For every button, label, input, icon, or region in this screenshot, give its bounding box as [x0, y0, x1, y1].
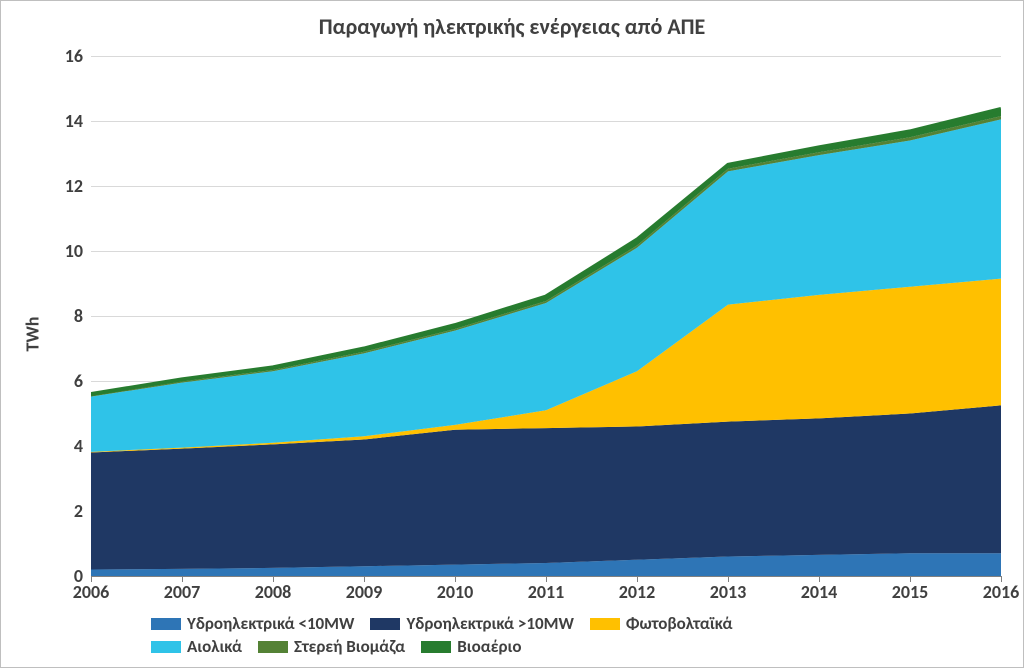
- x-tick-label: 2009: [346, 581, 383, 603]
- legend-label: Στερεή Βιομάζα: [294, 636, 405, 657]
- x-tick-mark: [1001, 576, 1002, 582]
- x-tick-label: 2013: [710, 581, 747, 603]
- x-tick-label: 2014: [801, 581, 838, 603]
- legend-swatch: [590, 618, 620, 630]
- legend-item-pv: Φωτοβολταϊκά: [590, 613, 733, 634]
- legend-label: Βιοαέριο: [457, 636, 521, 657]
- x-tick-mark: [819, 576, 820, 582]
- legend-swatch: [421, 641, 451, 653]
- y-tick-label: 10: [53, 240, 83, 262]
- y-tick-label: 8: [53, 305, 83, 327]
- legend-row: Αιολικά Στερεή Βιομάζα Βιοαέριο: [151, 636, 963, 657]
- y-tick-label: 12: [53, 175, 83, 197]
- legend-item-hydro_small: Υδροηλεκτρικά <10MW: [151, 613, 354, 634]
- x-tick-mark: [910, 576, 911, 582]
- y-axis-title: TWh: [21, 317, 43, 352]
- legend: Υδροηλεκτρικά <10MW Υδροηλεκτρικά >10MW Φω…: [151, 613, 963, 659]
- x-tick-label: 2011: [528, 581, 565, 603]
- legend-label: Φωτοβολταϊκά: [626, 613, 733, 634]
- chart-title: Παραγωγή ηλεκτρικής ενέργειας από ΑΠΕ: [1, 13, 1023, 40]
- x-tick-mark: [728, 576, 729, 582]
- x-tick-label: 2016: [983, 581, 1020, 603]
- x-tick-label: 2010: [437, 581, 474, 603]
- x-tick-mark: [91, 576, 92, 582]
- legend-item-wind: Αιολικά: [151, 636, 242, 657]
- x-tick-mark: [364, 576, 365, 582]
- legend-item-biogas: Βιοαέριο: [421, 636, 521, 657]
- legend-swatch: [370, 618, 400, 630]
- x-tick-mark: [182, 576, 183, 582]
- legend-swatch: [151, 618, 181, 630]
- legend-item-solid_biomass: Στερεή Βιομάζα: [258, 636, 405, 657]
- plot-area: [91, 56, 1001, 576]
- x-tick-label: 2015: [892, 581, 929, 603]
- x-tick-label: 2008: [255, 581, 292, 603]
- legend-label: Υδροηλεκτρικά >10MW: [406, 613, 573, 634]
- x-tick-label: 2007: [164, 581, 201, 603]
- y-tick-label: 14: [53, 110, 83, 132]
- legend-swatch: [151, 641, 181, 653]
- y-tick-label: 4: [53, 435, 83, 457]
- legend-label: Υδροηλεκτρικά <10MW: [187, 613, 354, 634]
- y-tick-label: 6: [53, 370, 83, 392]
- legend-row: Υδροηλεκτρικά <10MW Υδροηλεκτρικά >10MW Φω…: [151, 613, 963, 634]
- legend-item-hydro_large: Υδροηλεκτρικά >10MW: [370, 613, 573, 634]
- y-tick-label: 2: [53, 500, 83, 522]
- legend-label: Αιολικά: [187, 636, 242, 657]
- x-tick-mark: [273, 576, 274, 582]
- x-tick-label: 2012: [619, 581, 656, 603]
- x-tick-mark: [455, 576, 456, 582]
- x-tick-label: 2006: [73, 581, 110, 603]
- legend-swatch: [258, 641, 288, 653]
- x-tick-mark: [637, 576, 638, 582]
- chart-container: Παραγωγή ηλεκτρικής ενέργειας από ΑΠΕ TW…: [0, 0, 1024, 668]
- y-tick-label: 16: [53, 45, 83, 67]
- x-tick-mark: [546, 576, 547, 582]
